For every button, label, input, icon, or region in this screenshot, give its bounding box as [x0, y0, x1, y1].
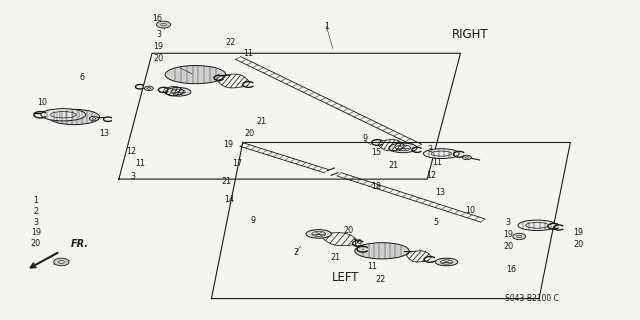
Text: 20: 20	[573, 240, 584, 249]
Text: S043-B2100 C: S043-B2100 C	[505, 294, 559, 303]
Text: 22: 22	[375, 275, 385, 284]
Text: 2: 2	[293, 248, 298, 257]
Text: 3: 3	[506, 218, 511, 227]
Ellipse shape	[424, 149, 460, 158]
Text: 14: 14	[224, 195, 234, 204]
Text: 5: 5	[434, 218, 439, 227]
Text: 13: 13	[435, 188, 445, 197]
Text: 20: 20	[31, 239, 41, 248]
Text: 15: 15	[371, 148, 381, 156]
Text: 11: 11	[433, 158, 442, 167]
Ellipse shape	[41, 108, 86, 121]
Text: 3: 3	[428, 145, 433, 154]
Text: 12: 12	[426, 171, 436, 180]
Text: 22: 22	[225, 38, 236, 47]
Text: 2: 2	[33, 207, 38, 216]
Text: 10: 10	[465, 206, 475, 215]
Text: LEFT: LEFT	[332, 271, 359, 284]
Circle shape	[90, 116, 99, 121]
Ellipse shape	[435, 258, 458, 266]
Text: 21: 21	[221, 177, 232, 186]
Circle shape	[157, 21, 171, 28]
Text: 16: 16	[507, 265, 516, 275]
Ellipse shape	[166, 87, 191, 96]
Text: 11: 11	[367, 262, 378, 271]
Text: 19: 19	[223, 140, 234, 149]
Text: 13: 13	[99, 129, 109, 138]
Text: 3: 3	[156, 30, 161, 39]
Text: 19: 19	[352, 239, 362, 248]
Text: 9: 9	[362, 134, 367, 143]
Text: FR.: FR.	[71, 239, 89, 249]
Circle shape	[54, 258, 69, 266]
Text: 19: 19	[503, 230, 513, 239]
Text: 3: 3	[131, 172, 136, 181]
Text: 9: 9	[250, 216, 255, 225]
Text: 3: 3	[33, 218, 38, 227]
Text: 1: 1	[33, 196, 38, 205]
Text: 6: 6	[80, 73, 85, 82]
Text: 19: 19	[31, 228, 41, 237]
Ellipse shape	[389, 143, 417, 153]
Circle shape	[513, 233, 525, 240]
Circle shape	[463, 155, 471, 160]
Text: 21: 21	[330, 253, 340, 262]
Circle shape	[145, 86, 154, 91]
Text: 12: 12	[127, 147, 137, 156]
Ellipse shape	[306, 230, 332, 238]
Ellipse shape	[165, 66, 226, 84]
Text: 18: 18	[371, 182, 381, 191]
Text: 20: 20	[244, 129, 255, 138]
Text: 20: 20	[154, 54, 163, 63]
Text: 1: 1	[324, 22, 329, 31]
Text: 20: 20	[503, 242, 513, 251]
Ellipse shape	[49, 109, 100, 124]
Text: 21: 21	[388, 161, 399, 170]
Text: 11: 11	[135, 159, 145, 168]
Text: 21: 21	[256, 116, 266, 126]
Ellipse shape	[518, 220, 556, 231]
Text: 10: 10	[37, 98, 47, 107]
Text: 17: 17	[232, 159, 242, 168]
Text: 16: 16	[152, 14, 162, 23]
Text: 19: 19	[154, 42, 163, 52]
Text: 11: 11	[243, 49, 253, 58]
Text: 19: 19	[573, 228, 584, 237]
Ellipse shape	[355, 243, 409, 259]
Text: 20: 20	[344, 226, 354, 235]
Text: RIGHT: RIGHT	[452, 28, 488, 41]
